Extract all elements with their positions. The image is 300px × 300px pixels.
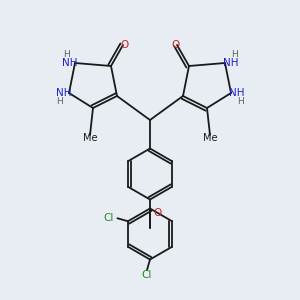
Text: Me: Me xyxy=(203,133,217,143)
Text: Me: Me xyxy=(83,133,97,143)
Text: NH: NH xyxy=(62,58,77,68)
Text: O: O xyxy=(120,40,129,50)
Text: H: H xyxy=(57,97,63,106)
Text: Cl: Cl xyxy=(142,269,152,280)
Text: O: O xyxy=(153,208,162,218)
Text: H: H xyxy=(237,97,243,106)
Text: H: H xyxy=(231,50,237,59)
Text: Cl: Cl xyxy=(103,213,114,223)
Text: NH: NH xyxy=(229,88,244,98)
Text: O: O xyxy=(171,40,180,50)
Text: NH: NH xyxy=(223,58,238,68)
Text: NH: NH xyxy=(56,88,71,98)
Text: H: H xyxy=(63,50,69,59)
